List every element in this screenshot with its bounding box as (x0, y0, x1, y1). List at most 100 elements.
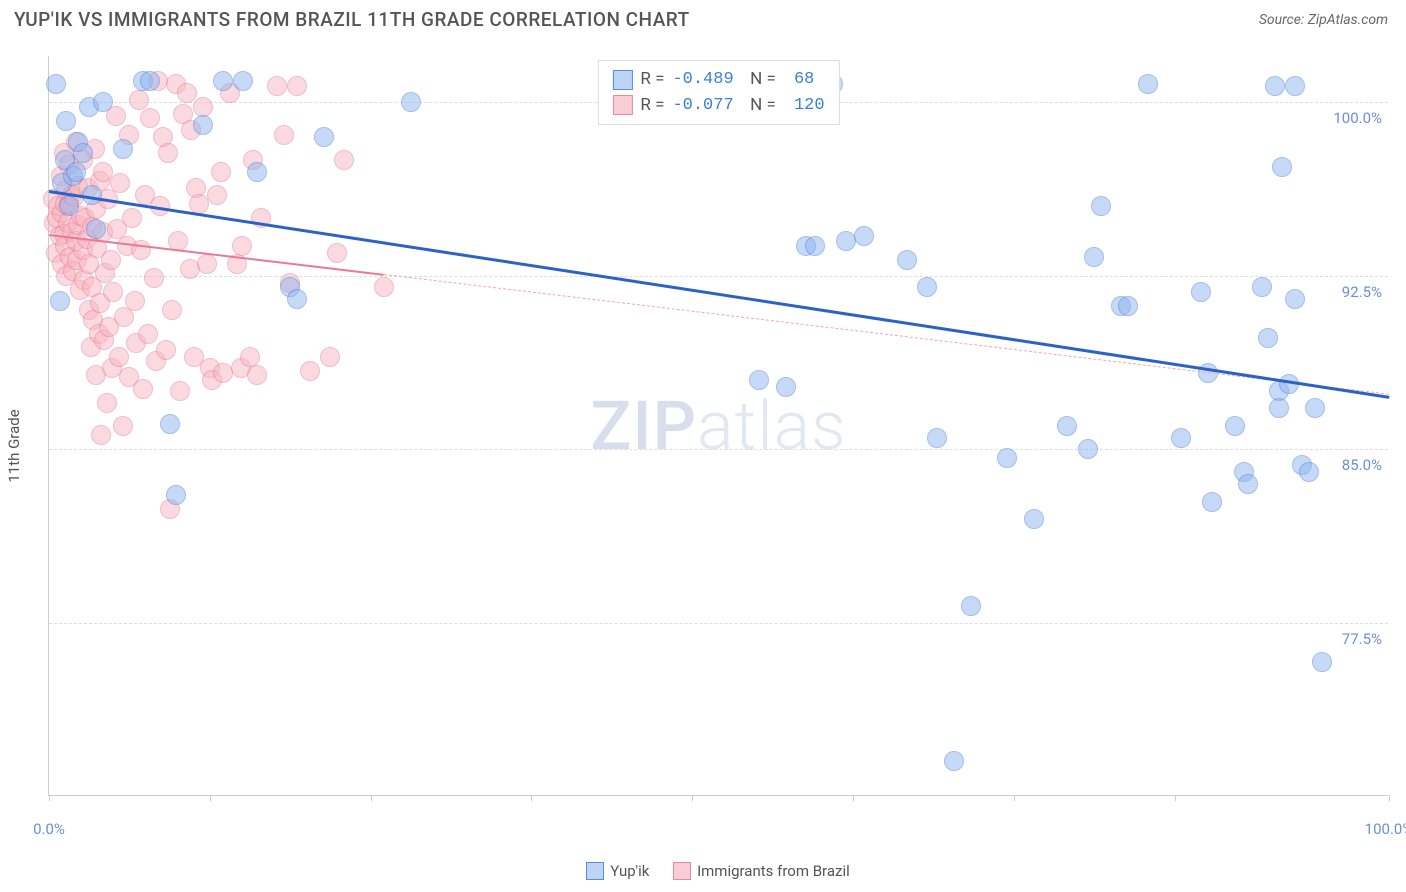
data-point-brazil (374, 277, 394, 297)
data-point-brazil (144, 268, 164, 288)
data-point-yupik (247, 162, 267, 182)
source-credit: Source: ZipAtlas.com (1259, 12, 1388, 28)
data-point-yupik (1118, 296, 1138, 316)
data-point-brazil (300, 361, 320, 381)
gridline (49, 623, 1388, 624)
data-point-brazil (287, 76, 307, 96)
data-point-yupik (1171, 428, 1191, 448)
xtick (371, 795, 372, 801)
stats-r-value: -0.077 (672, 93, 733, 119)
data-point-yupik (1202, 492, 1222, 512)
legend-swatch-pink (673, 862, 691, 880)
xtick-label: 0.0% (33, 820, 65, 838)
data-point-yupik (73, 143, 93, 163)
data-point-brazil (97, 393, 117, 413)
stats-r-label: R = (640, 67, 664, 93)
header: YUP'IK VS IMMIGRANTS FROM BRAZIL 11TH GR… (0, 0, 1406, 39)
stats-n-label: N = (742, 67, 776, 93)
data-point-brazil (103, 282, 123, 302)
stats-box: R = -0.489 N = 68R = -0.077 N = 120 (597, 60, 839, 125)
xtick (853, 795, 854, 801)
data-point-yupik (1252, 277, 1272, 297)
data-point-yupik (1225, 416, 1245, 436)
gridline (49, 449, 1388, 450)
data-point-yupik (1285, 76, 1305, 96)
data-point-yupik (314, 127, 334, 147)
stats-n-value: 120 (784, 93, 825, 119)
data-point-yupik (66, 162, 86, 182)
data-point-yupik (213, 71, 233, 91)
ytick-label: 100.0% (1333, 109, 1382, 127)
data-point-yupik (917, 277, 937, 297)
data-point-yupik (854, 226, 874, 246)
data-point-brazil (267, 76, 287, 96)
stats-n-label: N = (742, 93, 776, 119)
chart-area: ZIPatlas 77.5%85.0%92.5%100.0%0.0%100.0%… (48, 56, 1388, 796)
xtick-label: 100.0% (1365, 820, 1406, 838)
xtick (49, 795, 50, 801)
data-point-brazil (138, 324, 158, 344)
data-point-brazil (327, 243, 347, 263)
xtick (210, 795, 211, 801)
data-point-yupik (166, 485, 186, 505)
data-point-yupik (193, 115, 213, 135)
data-point-yupik (749, 370, 769, 390)
data-point-brazil (193, 97, 213, 117)
y-axis-label: 11th Grade (5, 409, 23, 482)
data-point-yupik (1285, 289, 1305, 309)
ytick-label: 85.0% (1342, 456, 1382, 474)
data-point-yupik (1084, 247, 1104, 267)
data-point-yupik (1191, 282, 1211, 302)
data-point-brazil (274, 125, 294, 145)
data-point-brazil (247, 365, 267, 385)
data-point-yupik (1305, 398, 1325, 418)
data-point-yupik (46, 74, 66, 94)
legend-label-yupik: Yup'ik (610, 862, 649, 880)
watermark-zip: ZIP (590, 386, 697, 466)
data-point-brazil (162, 300, 182, 320)
data-point-brazil (110, 173, 130, 193)
data-point-yupik (160, 414, 180, 434)
data-point-yupik (927, 428, 947, 448)
data-point-yupik (233, 71, 253, 91)
gridline (49, 276, 1388, 277)
data-point-yupik (50, 291, 70, 311)
data-point-yupik (997, 448, 1017, 468)
stats-swatch (612, 70, 632, 90)
data-point-yupik (113, 139, 133, 159)
data-point-brazil (211, 162, 231, 182)
watermark-atlas: atlas (697, 386, 847, 466)
data-point-brazil (140, 108, 160, 128)
watermark: ZIPatlas (590, 386, 846, 466)
data-point-yupik (86, 219, 106, 239)
data-point-yupik (961, 596, 981, 616)
trend-line-brazil (384, 274, 1389, 395)
data-point-brazil (240, 347, 260, 367)
data-point-brazil (197, 254, 217, 274)
data-point-brazil (207, 185, 227, 205)
chart-title: YUP'IK VS IMMIGRANTS FROM BRAZIL 11TH GR… (14, 8, 690, 31)
bottom-legend: Yup'ik Immigrants from Brazil (48, 862, 1388, 884)
data-point-yupik (776, 377, 796, 397)
xtick (1389, 795, 1390, 801)
legend-label-brazil: Immigrants from Brazil (697, 862, 850, 880)
xtick (1014, 795, 1015, 801)
legend-item-yupik: Yup'ik (586, 862, 649, 880)
data-point-yupik (1238, 474, 1258, 494)
data-point-yupik (1057, 416, 1077, 436)
data-point-yupik (1312, 652, 1332, 672)
data-point-brazil (133, 379, 153, 399)
data-point-brazil (334, 150, 354, 170)
data-point-yupik (1269, 398, 1289, 418)
data-point-yupik (1078, 439, 1098, 459)
data-point-brazil (122, 208, 142, 228)
data-point-brazil (125, 291, 145, 311)
xtick (692, 795, 693, 801)
stats-row: R = -0.077 N = 120 (612, 93, 824, 119)
data-point-yupik (1265, 76, 1285, 96)
data-point-yupik (1258, 328, 1278, 348)
data-point-yupik (59, 196, 79, 216)
stats-r-label: R = (640, 93, 664, 119)
data-point-brazil (113, 416, 133, 436)
data-point-brazil (101, 250, 121, 270)
